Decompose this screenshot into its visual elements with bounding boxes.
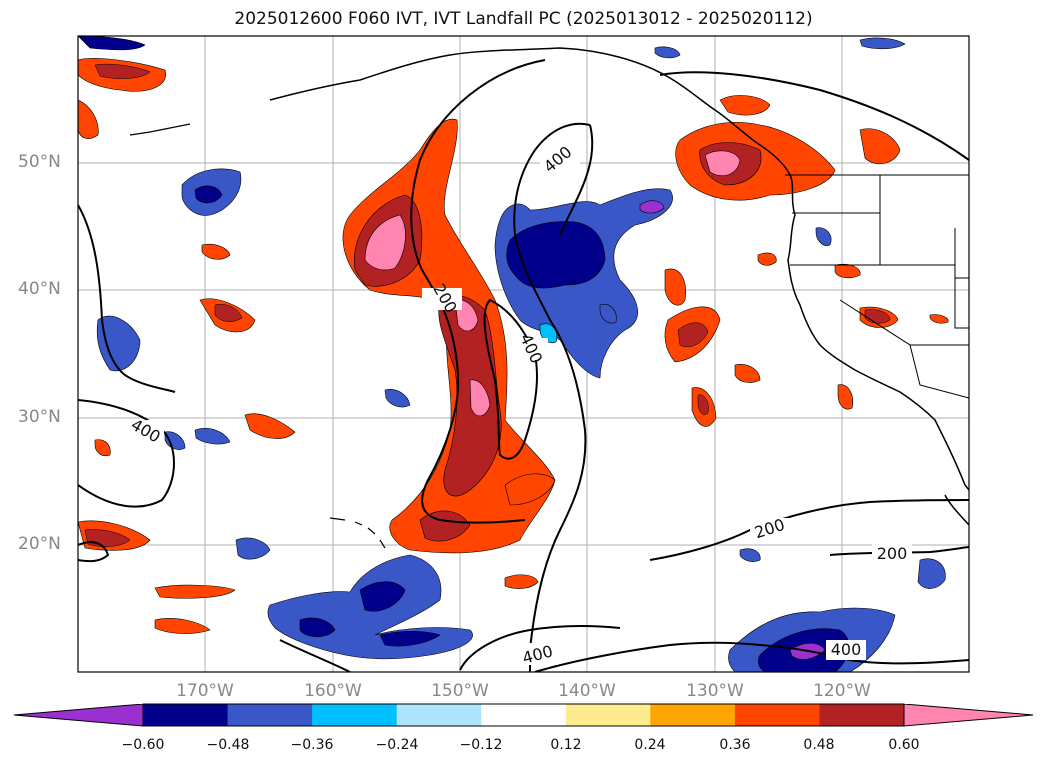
- colorbar-extend-high: [904, 704, 1033, 726]
- colorbar-segment: [143, 704, 229, 726]
- colorbar-tick-label: 0.24: [634, 737, 666, 753]
- colorbar-tick-label: 0.60: [888, 737, 920, 753]
- svg-text:400: 400: [831, 640, 862, 659]
- colorbar-tick-label: −0.12: [459, 737, 503, 753]
- colorbar-segment: [312, 704, 398, 726]
- lat-label-40n: 40°N: [18, 279, 61, 299]
- positive-anomaly-plume: [342, 118, 556, 554]
- lon-label-130w: 130°W: [686, 681, 744, 701]
- colorbar-tick-label: 0.48: [803, 737, 835, 753]
- colorbar-tick-label: 0.36: [719, 737, 751, 753]
- lat-label-20n: 20°N: [18, 534, 61, 554]
- lon-label-170w: 170°W: [176, 681, 234, 701]
- lon-label-150w: 150°W: [431, 681, 489, 701]
- islands: [129, 123, 386, 549]
- colorbar-tick-label: −0.48: [206, 737, 250, 753]
- lon-label-140w: 140°W: [558, 681, 616, 701]
- colorbar-tick-label: −0.60: [121, 737, 165, 753]
- lat-label-50n: 50°N: [18, 152, 61, 172]
- colorbar-segment: [227, 704, 313, 726]
- colorbar-segment: [565, 704, 651, 726]
- ivt-contours: [78, 59, 969, 672]
- lon-label-120w: 120°W: [813, 681, 871, 701]
- negative-anomaly-plume: [494, 188, 673, 379]
- colorbar-segment: [819, 704, 905, 726]
- lat-label-30n: 30°N: [18, 407, 61, 427]
- colorbar-tick-label: 0.12: [550, 737, 582, 753]
- svg-text:200: 200: [877, 544, 908, 563]
- colorbar-segment: [481, 704, 567, 726]
- colorbar-tick-label: −0.24: [375, 737, 419, 753]
- map-plot: 400 200 400 400 200 200 400 400: [77, 35, 970, 673]
- state-borders: [785, 174, 969, 399]
- positive-anomaly-cores: [84, 63, 891, 547]
- colorbar-tick-label: −0.36: [290, 737, 334, 753]
- colorbar-segment: [396, 704, 482, 726]
- colorbar-segment: [734, 704, 820, 726]
- plot-frame: [77, 35, 970, 673]
- colorbar-extend-low: [14, 704, 143, 726]
- colorbar-segment: [650, 704, 736, 726]
- lon-label-160w: 160°W: [304, 681, 362, 701]
- positive-anomaly-pnw: [675, 95, 901, 201]
- map-title: 2025012600 F060 IVT, IVT Landfall PC (20…: [234, 9, 813, 29]
